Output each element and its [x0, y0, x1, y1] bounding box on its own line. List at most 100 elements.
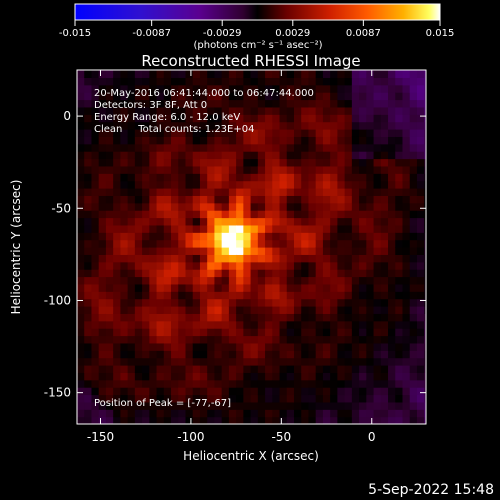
- heatmap-cell: [272, 372, 281, 381]
- heatmap-cell: [373, 350, 382, 359]
- heatmap-cell: [178, 254, 187, 263]
- heatmap-cell: [149, 224, 158, 233]
- heatmap-cell: [221, 401, 230, 410]
- heatmap-cell: [416, 350, 425, 359]
- heatmap-cell: [293, 416, 302, 424]
- heatmap-cell: [416, 173, 425, 182]
- heatmap-cell: [402, 276, 411, 285]
- heatmap-cell: [192, 232, 201, 241]
- heatmap-cell: [337, 121, 346, 130]
- heatmap-cell: [134, 70, 143, 78]
- heatmap-cell: [344, 165, 353, 174]
- heatmap-cell: [171, 180, 179, 189]
- heatmap-cell: [322, 224, 331, 233]
- heatmap-cell: [120, 357, 129, 366]
- heatmap-cell: [351, 180, 360, 189]
- heatmap-cell: [185, 313, 194, 322]
- heatmap-cell: [424, 99, 426, 108]
- heatmap-cell: [402, 335, 411, 344]
- heatmap-cell: [91, 188, 100, 196]
- heatmap-cell: [388, 224, 396, 233]
- heatmap-cell: [142, 276, 150, 285]
- heatmap-cell: [142, 254, 150, 263]
- heatmap-cell: [207, 217, 216, 226]
- peak-position-label: Position of Peak = [-77,-67]: [94, 398, 232, 409]
- heatmap-cell: [330, 165, 338, 174]
- heatmap-cell: [214, 114, 223, 123]
- heatmap-cell: [286, 357, 295, 366]
- heatmap-cell: [322, 328, 331, 337]
- heatmap-cell: [359, 261, 367, 270]
- heatmap-cell: [409, 416, 418, 424]
- heatmap-cell: [120, 195, 129, 204]
- heatmap-cell: [388, 143, 396, 152]
- heatmap-cell: [301, 365, 310, 373]
- heatmap-cell: [178, 121, 187, 130]
- heatmap-cell: [156, 151, 165, 160]
- heatmap-cell: [142, 379, 150, 388]
- heatmap-cell: [113, 342, 121, 351]
- heatmap-cell: [388, 114, 396, 123]
- heatmap-cell: [279, 173, 288, 182]
- heatmap-cell: [315, 247, 324, 255]
- heatmap-cell: [127, 357, 136, 366]
- heatmap-cell: [293, 195, 302, 204]
- heatmap-cell: [279, 269, 288, 278]
- heatmap-cell: [250, 136, 259, 145]
- heatmap-cell: [402, 92, 411, 101]
- heatmap-cell: [286, 365, 295, 373]
- heatmap-cell: [98, 298, 107, 307]
- heatmap-cell: [199, 320, 208, 329]
- heatmap-cell: [156, 291, 165, 300]
- annotation-clean-counts: Clean Total counts: 1.23E+04: [94, 124, 255, 135]
- heatmap-cell: [366, 224, 375, 233]
- heatmap-cell: [171, 342, 179, 351]
- heatmap-cell: [134, 254, 143, 263]
- heatmap-cell: [279, 195, 288, 204]
- heatmap-cell: [250, 342, 259, 351]
- heatmap-cell: [207, 106, 216, 115]
- heatmap-cell: [84, 247, 93, 255]
- heatmap-cell: [366, 77, 375, 86]
- heatmap-cell: [409, 188, 418, 196]
- heatmap-cell: [127, 158, 136, 167]
- heatmap-cell: [373, 99, 382, 108]
- heatmap-cell: [250, 114, 259, 123]
- heatmap-cell: [77, 114, 85, 123]
- heatmap-cell: [301, 306, 310, 314]
- heatmap-cell: [250, 224, 259, 233]
- heatmap-cell: [315, 173, 324, 182]
- heatmap-cell: [322, 210, 331, 219]
- heatmap-cell: [127, 70, 136, 78]
- heatmap-cell: [77, 180, 85, 189]
- heatmap-cell: [330, 188, 338, 196]
- heatmap-cell: [250, 106, 259, 115]
- heatmap-cell: [330, 313, 338, 322]
- heatmap-cell: [250, 416, 259, 424]
- heatmap-cell: [293, 387, 302, 396]
- heatmap-cell: [228, 180, 237, 189]
- heatmap-cell: [199, 379, 208, 388]
- heatmap-cell: [178, 283, 187, 292]
- heatmap-cell: [359, 129, 367, 137]
- heatmap-cell: [236, 195, 244, 204]
- heatmap-cell: [171, 401, 179, 410]
- heatmap-cell: [142, 129, 150, 137]
- heatmap-cell: [178, 77, 187, 86]
- heatmap-cell: [359, 254, 367, 263]
- heatmap-cell: [207, 401, 216, 410]
- heatmap-cell: [359, 92, 367, 101]
- heatmap-cell: [105, 416, 114, 424]
- heatmap-cell: [149, 350, 158, 359]
- heatmap-cell: [207, 350, 216, 359]
- heatmap-cell: [105, 232, 114, 241]
- heatmap-cell: [373, 365, 382, 373]
- heatmap-cell: [380, 291, 389, 300]
- heatmap-cell: [416, 283, 425, 292]
- heatmap-cell: [272, 394, 281, 403]
- heatmap-cell: [337, 313, 346, 322]
- heatmap-cell: [301, 136, 310, 145]
- heatmap-cell: [272, 306, 281, 314]
- heatmap-cell: [265, 202, 273, 211]
- heatmap-cell: [330, 306, 338, 314]
